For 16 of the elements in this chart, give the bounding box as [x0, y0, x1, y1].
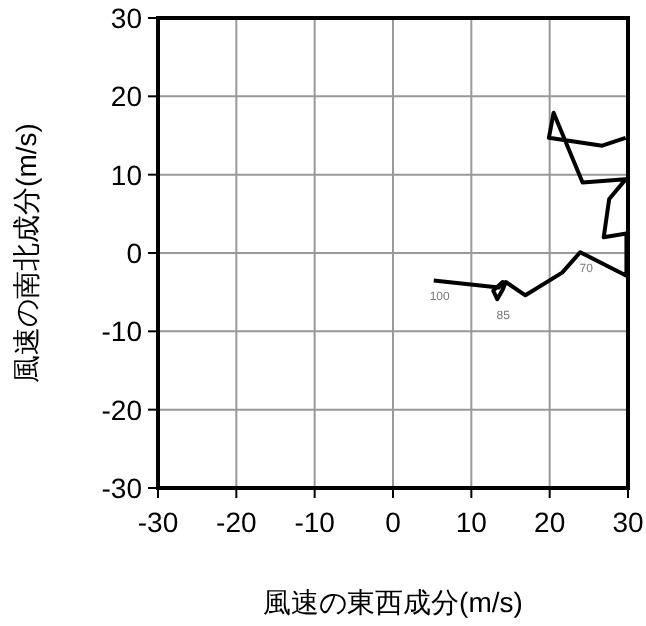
x-tick-label: -20	[216, 506, 257, 538]
x-tick-label: 20	[534, 506, 566, 538]
y-axis-title: 風速の南北成分(m/s)	[10, 123, 42, 383]
y-tick-label: 10	[110, 158, 143, 191]
y-tick-label: 20	[110, 80, 143, 113]
x-tick-label: 10	[455, 506, 488, 538]
y-tick-label: 0	[126, 237, 143, 269]
x-tick-label: -10	[294, 506, 336, 538]
x-tick-label: -30	[137, 506, 179, 538]
y-tick-label: -30	[101, 472, 143, 504]
x-tick-label: 0	[385, 506, 402, 538]
x-axis-title: 風速の東西成分(m/s)	[263, 586, 523, 618]
y-tick-label: 30	[110, 2, 143, 34]
y-tick-label: -20	[101, 393, 143, 426]
y-tick-label: -10	[101, 315, 143, 348]
x-tick-label: 30	[612, 506, 644, 538]
